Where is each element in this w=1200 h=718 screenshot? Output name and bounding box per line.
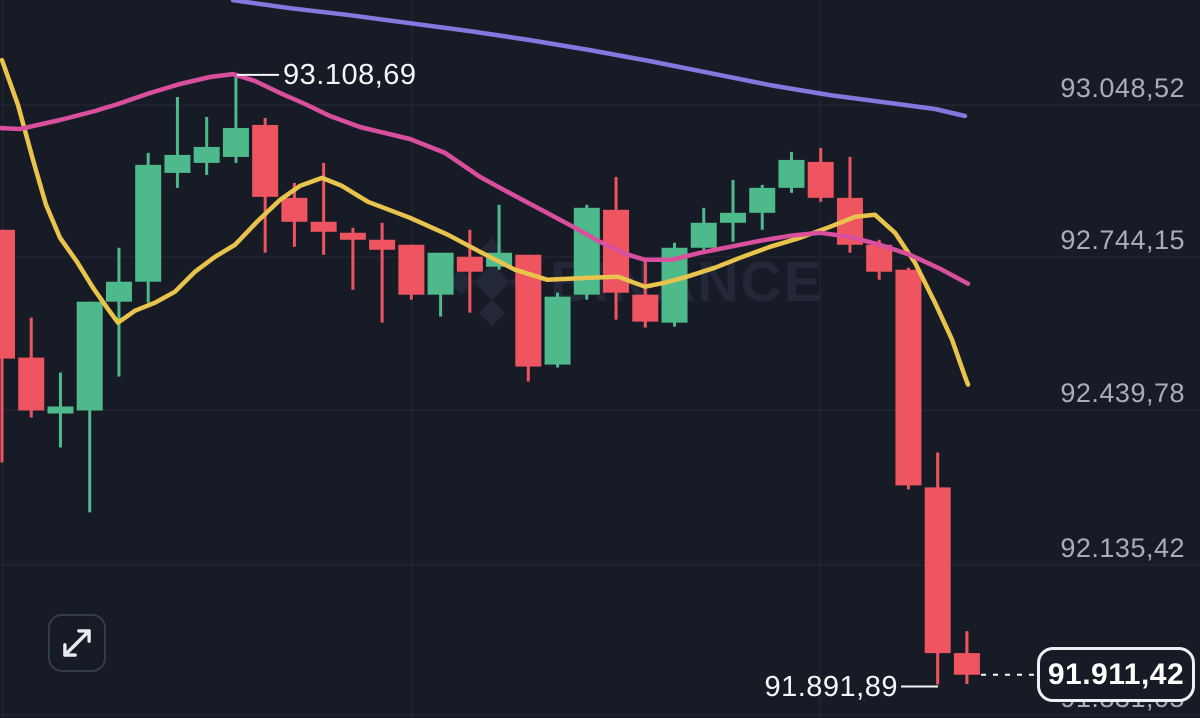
y-axis-label: 92.135,42 xyxy=(1060,533,1185,563)
candle-up xyxy=(222,127,249,157)
ma-mid-line xyxy=(0,71,971,286)
candle-wick xyxy=(175,96,179,188)
annotation-lines-layer xyxy=(237,73,1035,688)
candle-down xyxy=(807,161,834,198)
candle-down xyxy=(281,197,308,222)
ma-fast-line xyxy=(0,57,971,387)
candle-up xyxy=(690,222,717,248)
candle-wick xyxy=(117,247,121,377)
candle-up xyxy=(193,146,220,163)
candle-down xyxy=(0,229,15,359)
candle-wick xyxy=(351,227,355,290)
candle-wick xyxy=(731,179,735,242)
candle-up xyxy=(749,187,776,213)
expand-arrows-icon xyxy=(63,629,91,657)
candles-layer xyxy=(0,74,980,685)
low-price-callout: 91.891,89 xyxy=(764,670,898,703)
candle-up xyxy=(105,281,132,302)
candle-up xyxy=(573,207,600,295)
ma-slow-line xyxy=(230,0,968,119)
candle-up xyxy=(544,296,571,365)
candle-up xyxy=(135,164,162,282)
expand-button[interactable] xyxy=(48,614,106,672)
candle-up xyxy=(778,159,805,188)
candle-down xyxy=(953,653,980,675)
candle-down xyxy=(632,294,659,322)
candle-wick xyxy=(643,259,647,328)
candle-down xyxy=(369,239,396,250)
ma-overlays-layer xyxy=(0,0,971,387)
candle-up xyxy=(720,212,746,223)
candle-down xyxy=(310,221,337,232)
candle-down xyxy=(456,256,483,272)
candle-wick xyxy=(205,116,209,175)
y-axis-label: 92.744,15 xyxy=(1060,225,1185,255)
candle-wick xyxy=(322,162,326,255)
last-price-badge: 91.911,42 xyxy=(1037,647,1195,703)
candle-wick xyxy=(234,74,238,163)
candle-down xyxy=(895,269,922,486)
candle-wick xyxy=(380,222,384,323)
candle-down xyxy=(924,487,951,654)
y-axis-label: 93.048,52 xyxy=(1060,73,1185,103)
candle-wick xyxy=(497,204,501,270)
candle-down xyxy=(18,357,45,411)
candle-up xyxy=(164,154,191,173)
candle-up xyxy=(47,406,74,414)
high-price-callout: 93.108,69 xyxy=(283,58,417,91)
last-price-value: 91.911,42 xyxy=(1047,657,1185,691)
candle-down xyxy=(339,232,366,240)
candle-up xyxy=(427,252,454,295)
candle-down xyxy=(252,124,279,197)
y-axis-label: 92.439,78 xyxy=(1060,378,1185,408)
candle-up xyxy=(76,301,103,411)
candle-down xyxy=(398,244,425,295)
